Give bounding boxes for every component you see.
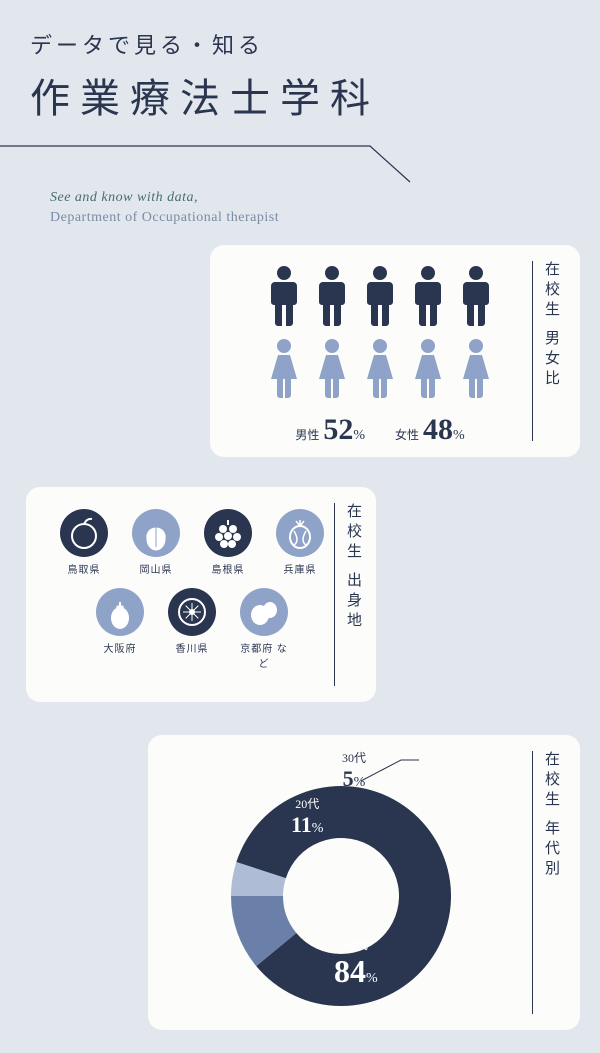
origin-item: 京都府 など [236,588,292,670]
origin-body: 鳥取県 岡山県 島根県 兵庫県 大阪府 香川県 京都府 など [44,503,334,686]
gender-stats: 男性 52% 女性 48% [228,413,532,447]
male-row [228,265,532,332]
age-value: 11 [291,812,312,837]
origin-row-1: 鳥取県 岡山県 島根県 兵庫県 [56,509,328,576]
male-pct: % [353,428,365,443]
donut-label: 30代5% [342,749,366,792]
age-pct: % [354,775,366,790]
male-icon [456,265,496,332]
donut-label: 10代84% [334,936,378,990]
female-icon [312,338,352,405]
female-icon [408,338,448,405]
subtitle-en-1: See and know with data, [50,190,600,206]
origin-label: 兵庫県 [272,561,328,576]
male-icon [312,265,352,332]
origin-label: 岡山県 [128,561,184,576]
origin-item: 香川県 [164,588,220,670]
female-stat: 女性 48% [395,413,465,447]
origin-label: 香川県 [164,640,220,655]
origin-label: 大阪府 [92,640,148,655]
origin-card-label: 在校生 出身地 [334,503,364,686]
age-value: 5 [343,766,354,791]
male-stat: 男性 52% [295,413,365,447]
male-icon [360,265,400,332]
origin-card: 鳥取県 岡山県 島根県 兵庫県 大阪府 香川県 京都府 など 在校生 出身地 [26,487,376,702]
age-pct: % [366,971,378,986]
donut-label: 20代11% [291,795,323,838]
age-value: 84 [334,953,366,989]
female-icon [456,338,496,405]
female-row [228,338,532,405]
male-icon [408,265,448,332]
origin-item: 兵庫県 [272,509,328,576]
rule-svg [0,144,600,184]
age-label: 30代 [342,749,366,766]
title-jp: 作業療法士学科 [30,66,570,124]
female-pct: % [453,428,465,443]
male-label: 男性 [295,428,319,442]
origin-icon [96,588,144,636]
origin-label: 鳥取県 [56,561,112,576]
age-card-label: 在校生 年代別 [532,751,562,1014]
header-rule [0,144,600,184]
origin-row-2: 大阪府 香川県 京都府 など [92,588,328,670]
origin-item: 大阪府 [92,588,148,670]
origin-icon [204,509,252,557]
gender-card: 男性 52% 女性 48% 在校生 男女比 [210,245,580,457]
male-value: 52 [323,413,353,446]
origin-item: 島根県 [200,509,256,576]
gender-card-label: 在校生 男女比 [532,261,562,441]
origin-item: 岡山県 [128,509,184,576]
origin-icon [168,588,216,636]
female-icon [360,338,400,405]
female-value: 48 [423,413,453,446]
donut-body: 10代84%20代11%30代5% [166,751,532,1014]
age-pct: % [312,821,324,836]
subtitle-jp: データで見る・知る [30,28,570,60]
female-icon [264,338,304,405]
origin-icon [132,509,180,557]
origin-icon [240,588,288,636]
female-label: 女性 [395,428,419,442]
origin-label: 島根県 [200,561,256,576]
male-icon [264,265,304,332]
subtitle-en-2: Department of Occupational therapist [50,210,600,226]
origin-label: 京都府 など [236,640,292,670]
origin-icon [60,509,108,557]
age-label: 10代 [334,936,378,953]
header: データで見る・知る 作業療法士学科 [0,0,600,134]
origin-item: 鳥取県 [56,509,112,576]
age-label: 20代 [291,795,323,812]
origin-icon [276,509,324,557]
age-card: 10代84%20代11%30代5% 在校生 年代別 [148,735,580,1030]
gender-body: 男性52% 女性48% [228,261,532,441]
